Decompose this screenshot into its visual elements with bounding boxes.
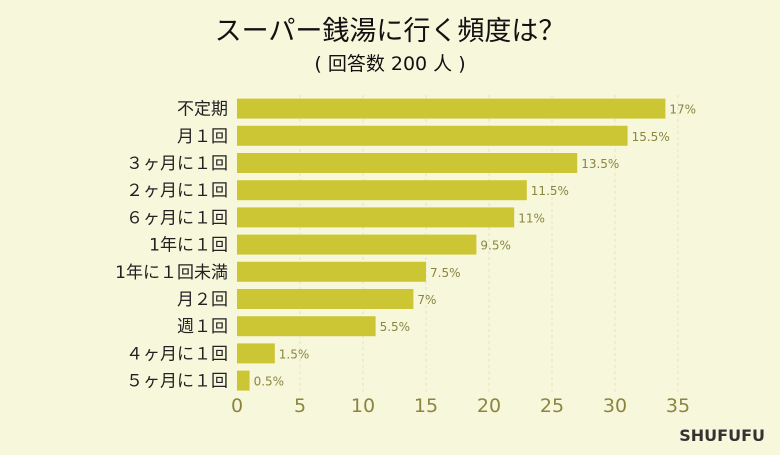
category-label: 1年に１回 xyxy=(149,236,228,256)
category-label: ２ヶ月に１回 xyxy=(126,181,228,201)
value-label: 7% xyxy=(417,293,436,307)
category-label: 不定期 xyxy=(177,100,228,120)
value-label: 11.5% xyxy=(531,184,569,198)
bar xyxy=(237,98,666,119)
bar xyxy=(237,125,628,146)
bar xyxy=(237,316,376,337)
category-label: ３ヶ月に１回 xyxy=(126,154,228,174)
value-label: 11% xyxy=(518,211,545,225)
value-label: 7.5% xyxy=(430,266,461,280)
x-tick-label: 10 xyxy=(351,395,375,417)
chart-title: スーパー銭湯に行く頻度は？ xyxy=(215,16,566,47)
x-tick-label: 25 xyxy=(540,395,564,417)
value-label: 0.5% xyxy=(254,375,285,389)
brand-label: SHUFUFU xyxy=(679,426,765,445)
value-label: 5.5% xyxy=(380,320,411,334)
bar xyxy=(237,207,515,228)
category-label: ５ヶ月に１回 xyxy=(126,372,228,392)
category-label: ６ヶ月に１回 xyxy=(126,208,228,228)
x-tick-label: 5 xyxy=(294,395,306,417)
category-label: 月２回 xyxy=(177,290,228,310)
value-label: 15.5% xyxy=(632,130,670,144)
value-label: 13.5% xyxy=(581,157,619,171)
bar xyxy=(237,343,275,364)
bar xyxy=(237,289,414,309)
bar xyxy=(237,234,477,255)
value-label: 17% xyxy=(669,103,696,117)
bar xyxy=(237,180,527,201)
x-tick-label: 15 xyxy=(414,395,438,417)
chart-subtitle: ( 回答数 200 人 ) xyxy=(314,53,465,75)
bars xyxy=(237,98,666,391)
value-label: 1.5% xyxy=(279,347,310,361)
category-label: 月１回 xyxy=(177,127,228,147)
value-labels: 17% 15.5% 13.5% 11.5% 11% 9.5% 7.5% 7% 5.5% 1.5% 0… xyxy=(254,103,696,389)
bar xyxy=(237,370,250,391)
bar xyxy=(237,153,578,173)
value-label: 9.5% xyxy=(480,239,511,253)
category-label: 1年に１回未満 xyxy=(115,263,228,283)
x-tick-label: 35 xyxy=(666,395,690,417)
x-tick-label: 20 xyxy=(477,395,501,417)
category-label: ４ヶ月に１回 xyxy=(126,344,228,364)
x-tick-label: 30 xyxy=(603,395,627,417)
x-axis-ticks: 0 5 10 15 20 25 30 35 xyxy=(231,395,690,417)
bar xyxy=(237,261,426,282)
category-label: 週１回 xyxy=(177,317,228,337)
x-tick-label: 0 xyxy=(231,395,243,417)
